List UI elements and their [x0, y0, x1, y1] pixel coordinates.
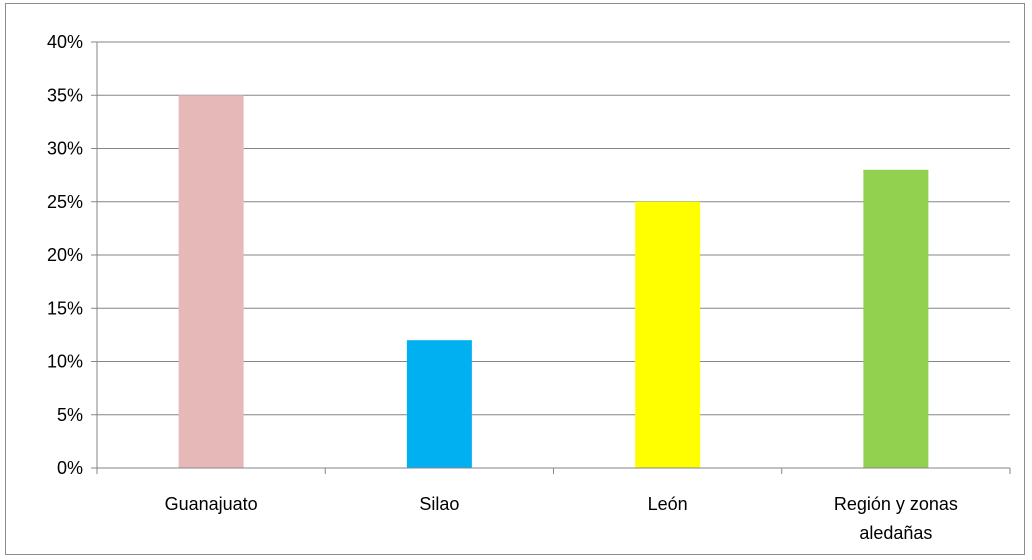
y-tick-label: 20% — [47, 245, 83, 265]
y-tick-label: 0% — [57, 458, 83, 478]
y-tick-label: 25% — [47, 192, 83, 212]
y-axis-tick-labels: 0% 5% 10% 15% 20% 25% 30% 35% 40% — [47, 32, 83, 478]
y-tick-label: 30% — [47, 139, 83, 159]
axes — [91, 41, 1011, 474]
x-category-label: Región y zonas aledañas — [834, 494, 958, 543]
y-tick-label: 10% — [47, 352, 83, 372]
x-category-label: León — [648, 494, 688, 514]
y-tick-label: 35% — [47, 85, 83, 105]
y-tick-label: 40% — [47, 32, 83, 52]
y-tick-label: 15% — [47, 298, 83, 318]
x-category-label: Guanajuato — [165, 494, 258, 514]
bar — [178, 95, 244, 468]
bar — [863, 169, 929, 469]
bars — [178, 95, 929, 469]
bar — [635, 201, 701, 468]
x-category-label: Silao — [419, 494, 459, 514]
gridlines — [97, 41, 1010, 416]
y-tick-label: 5% — [57, 405, 83, 425]
bar — [406, 340, 472, 468]
x-axis-category-labels: Guanajuato Silao León Región y zonas aledaña… — [165, 494, 958, 543]
